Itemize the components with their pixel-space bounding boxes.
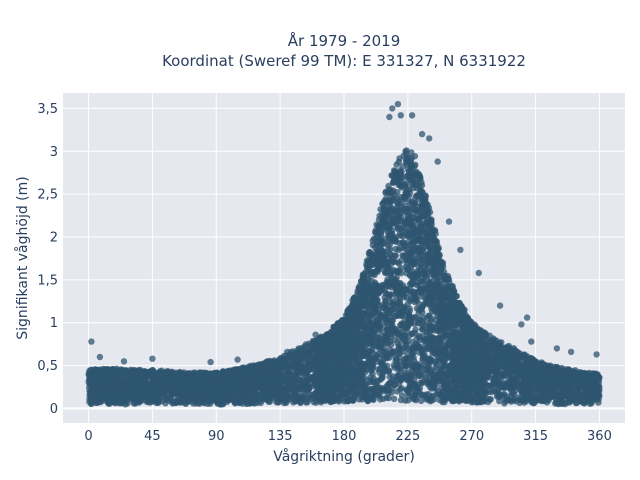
data-point [495, 370, 502, 377]
data-point [528, 355, 535, 362]
data-point [521, 351, 528, 358]
data-point [191, 374, 199, 381]
data-point [519, 360, 526, 367]
data-point [212, 394, 219, 401]
data-point [512, 362, 519, 369]
data-point [542, 367, 549, 374]
data-point [172, 399, 179, 407]
data-point [275, 356, 283, 364]
data-point [221, 376, 229, 383]
data-point [293, 355, 300, 363]
data-point [172, 371, 179, 378]
data-point [499, 391, 507, 398]
data-point [304, 358, 311, 365]
data-point [297, 365, 304, 372]
data-point [587, 394, 594, 401]
data-point [528, 393, 535, 400]
data-point [554, 364, 561, 371]
chart-title-line-1: År 1979 - 2019 [288, 31, 401, 50]
data-point [282, 371, 290, 378]
data-point [588, 382, 595, 390]
data-point [164, 395, 171, 402]
data-point [193, 391, 200, 399]
chart-title-line-2: Koordinat (Sweref 99 TM): E 331327, N 63… [162, 52, 526, 70]
data-point [158, 367, 165, 374]
data-point [109, 367, 117, 374]
data-point [564, 384, 571, 391]
data-point [238, 384, 246, 391]
data-point [503, 345, 510, 352]
data-point [291, 390, 298, 397]
data-point [564, 367, 571, 375]
data-point [529, 375, 537, 382]
data-point [180, 396, 187, 403]
data-point [298, 344, 306, 352]
data-point [305, 351, 313, 358]
data-point [299, 396, 307, 403]
data-point [394, 189, 401, 196]
data-point [516, 396, 524, 404]
data-point [161, 388, 169, 396]
data-point [249, 386, 256, 393]
data-point [86, 398, 93, 406]
data-point [491, 351, 499, 358]
data-point [496, 397, 503, 405]
data-point [302, 372, 309, 379]
data-point [536, 384, 543, 391]
scatter-points [85, 100, 603, 408]
data-point [282, 364, 290, 371]
data-point [508, 388, 515, 395]
data-point [226, 386, 233, 393]
data-point [505, 372, 513, 379]
data-point [506, 396, 513, 404]
data-point [246, 366, 253, 373]
data-point [261, 392, 268, 400]
